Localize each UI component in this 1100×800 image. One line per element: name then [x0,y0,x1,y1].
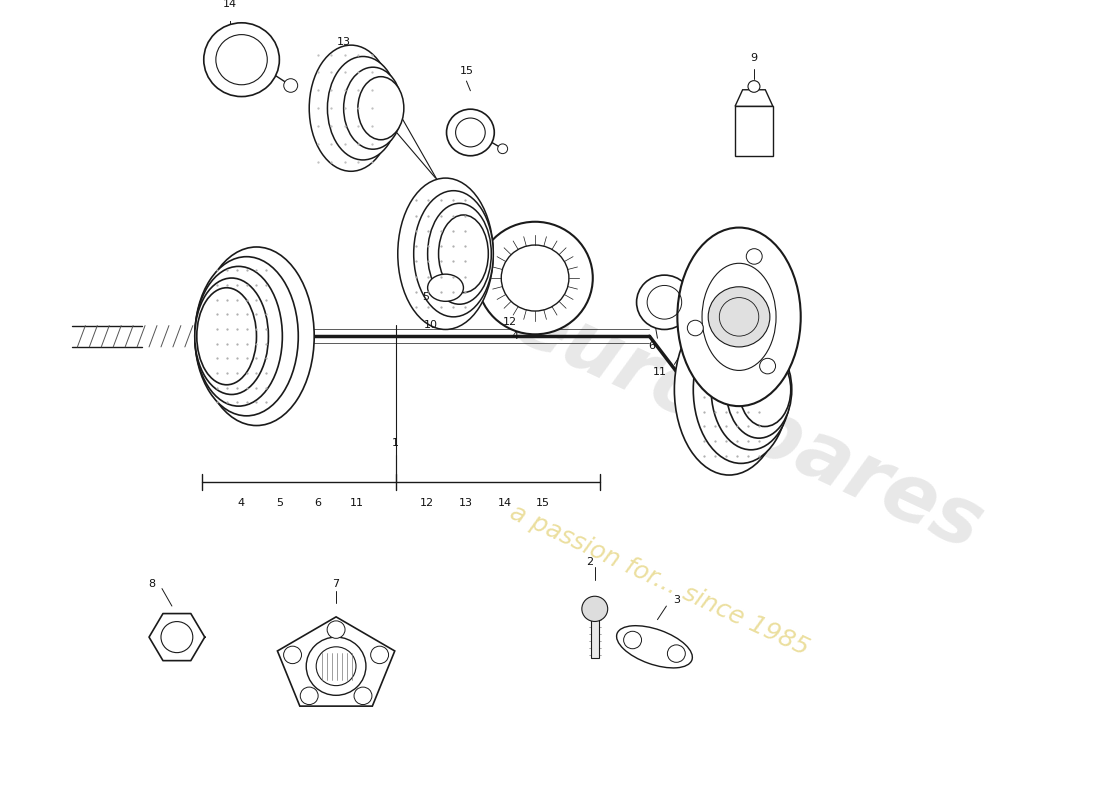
Ellipse shape [712,330,791,450]
Ellipse shape [678,227,801,406]
Text: 8: 8 [148,578,155,589]
Text: 2: 2 [586,558,593,567]
Ellipse shape [358,77,404,140]
Circle shape [748,81,760,92]
Text: 6: 6 [648,341,654,351]
Ellipse shape [328,57,398,160]
Bar [591,610,598,658]
Text: 5: 5 [422,293,429,302]
Text: 4: 4 [236,498,244,508]
Ellipse shape [199,247,315,426]
Ellipse shape [693,316,789,463]
Circle shape [327,621,345,638]
Text: 12: 12 [420,498,433,508]
Polygon shape [148,614,205,661]
Ellipse shape [674,304,784,475]
Bar [735,106,773,156]
Circle shape [284,646,301,664]
Text: 15: 15 [460,66,473,76]
Circle shape [760,358,775,374]
Ellipse shape [414,190,493,317]
Ellipse shape [343,67,403,150]
Ellipse shape [195,257,298,416]
Ellipse shape [197,288,256,385]
Text: 11: 11 [350,498,364,508]
Ellipse shape [428,274,463,302]
Circle shape [477,222,593,334]
Text: 12: 12 [503,317,517,326]
Ellipse shape [617,626,692,668]
Circle shape [300,687,318,705]
Circle shape [354,687,372,705]
Circle shape [284,78,298,92]
Circle shape [624,631,641,649]
Text: 9: 9 [750,53,758,62]
Text: 10: 10 [424,320,438,330]
Circle shape [746,249,762,264]
Ellipse shape [726,341,792,438]
Text: 5: 5 [276,498,283,508]
Circle shape [668,645,685,662]
Ellipse shape [309,45,393,171]
Ellipse shape [195,278,268,394]
Text: 15: 15 [536,498,550,508]
Ellipse shape [439,215,488,293]
Text: 11: 11 [652,367,667,377]
Ellipse shape [428,203,492,304]
Circle shape [204,23,279,97]
Circle shape [582,596,607,622]
Ellipse shape [195,266,283,406]
Text: 13: 13 [459,498,473,508]
Circle shape [371,646,388,664]
Circle shape [447,109,494,156]
Text: a passion for... since 1985: a passion for... since 1985 [506,500,813,660]
Text: eurospares: eurospares [499,282,994,567]
Ellipse shape [739,353,791,426]
Circle shape [637,275,692,330]
Polygon shape [735,90,773,106]
Text: 14: 14 [497,498,512,508]
Text: 6: 6 [315,498,321,508]
Text: 13: 13 [337,38,351,47]
Ellipse shape [702,263,777,370]
Ellipse shape [398,178,493,330]
Text: 1: 1 [393,438,399,448]
Text: 7: 7 [332,578,340,589]
Polygon shape [277,617,395,706]
Text: 4: 4 [512,331,519,342]
Circle shape [708,286,770,347]
Circle shape [688,320,703,336]
Circle shape [497,144,507,154]
Text: 3: 3 [673,595,680,606]
Text: 14: 14 [222,0,236,10]
